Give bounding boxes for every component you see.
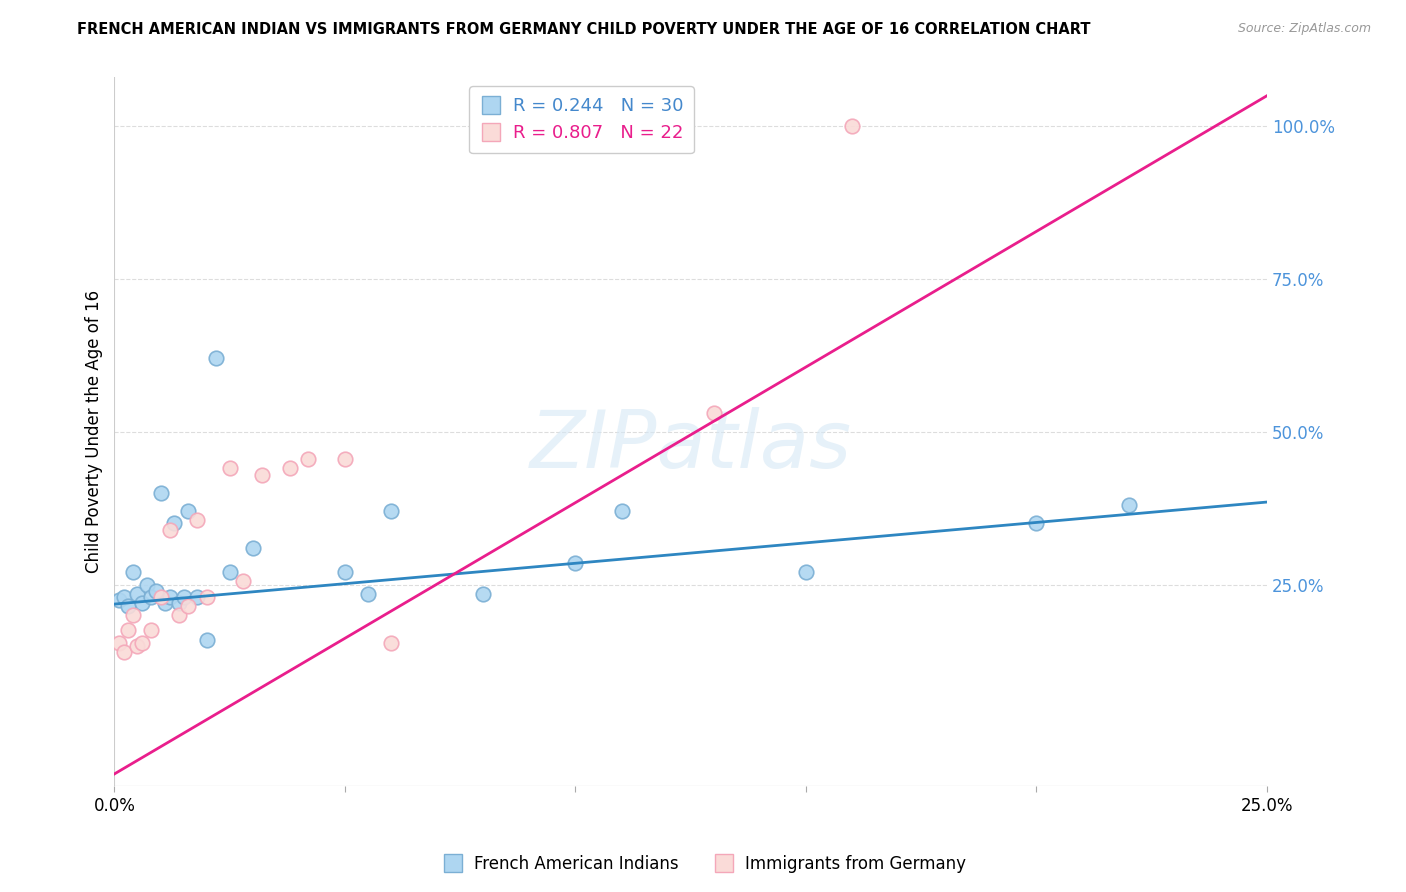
- Point: [218, 461, 240, 475]
- Legend: French American Indians, Immigrants from Germany: French American Indians, Immigrants from…: [433, 848, 973, 880]
- Point: [167, 596, 190, 610]
- Point: [333, 452, 356, 467]
- Point: [121, 608, 143, 623]
- Point: [177, 599, 200, 613]
- Point: [177, 504, 200, 518]
- Point: [159, 523, 181, 537]
- Point: [117, 624, 139, 638]
- Point: [218, 566, 240, 580]
- Point: [242, 541, 264, 555]
- Point: [380, 635, 402, 649]
- Point: [108, 592, 131, 607]
- Point: [333, 566, 356, 580]
- Point: [703, 407, 725, 421]
- Point: [108, 635, 131, 649]
- Point: [205, 351, 228, 366]
- Point: [135, 577, 157, 591]
- Point: [173, 590, 195, 604]
- Point: [564, 556, 586, 570]
- Point: [131, 596, 153, 610]
- Point: [195, 632, 218, 647]
- Text: FRENCH AMERICAN INDIAN VS IMMIGRANTS FROM GERMANY CHILD POVERTY UNDER THE AGE OF: FRENCH AMERICAN INDIAN VS IMMIGRANTS FRO…: [77, 22, 1091, 37]
- Point: [250, 467, 273, 482]
- Point: [112, 645, 135, 659]
- Point: [163, 516, 186, 531]
- Point: [145, 583, 167, 598]
- Point: [380, 504, 402, 518]
- Point: [195, 590, 218, 604]
- Point: [794, 566, 817, 580]
- Point: [127, 639, 149, 653]
- Point: [121, 566, 143, 580]
- Point: [186, 590, 208, 604]
- Point: [357, 587, 380, 601]
- Point: [167, 608, 190, 623]
- Point: [131, 635, 153, 649]
- Point: [232, 574, 254, 589]
- Point: [1025, 516, 1047, 531]
- Point: [841, 120, 863, 134]
- Point: [278, 461, 301, 475]
- Point: [127, 587, 149, 601]
- Point: [117, 599, 139, 613]
- Point: [149, 486, 172, 500]
- Point: [112, 590, 135, 604]
- Point: [141, 590, 163, 604]
- Point: [610, 504, 633, 518]
- Legend: R = 0.244   N = 30, R = 0.807   N = 22: R = 0.244 N = 30, R = 0.807 N = 22: [470, 87, 693, 153]
- Point: [141, 624, 163, 638]
- Point: [472, 587, 495, 601]
- Point: [149, 590, 172, 604]
- Point: [1118, 498, 1140, 512]
- Y-axis label: Child Poverty Under the Age of 16: Child Poverty Under the Age of 16: [86, 290, 103, 574]
- Point: [159, 590, 181, 604]
- Point: [297, 452, 319, 467]
- Text: ZIPatlas: ZIPatlas: [530, 407, 852, 485]
- Point: [186, 513, 208, 527]
- Point: [153, 596, 176, 610]
- Text: Source: ZipAtlas.com: Source: ZipAtlas.com: [1237, 22, 1371, 36]
